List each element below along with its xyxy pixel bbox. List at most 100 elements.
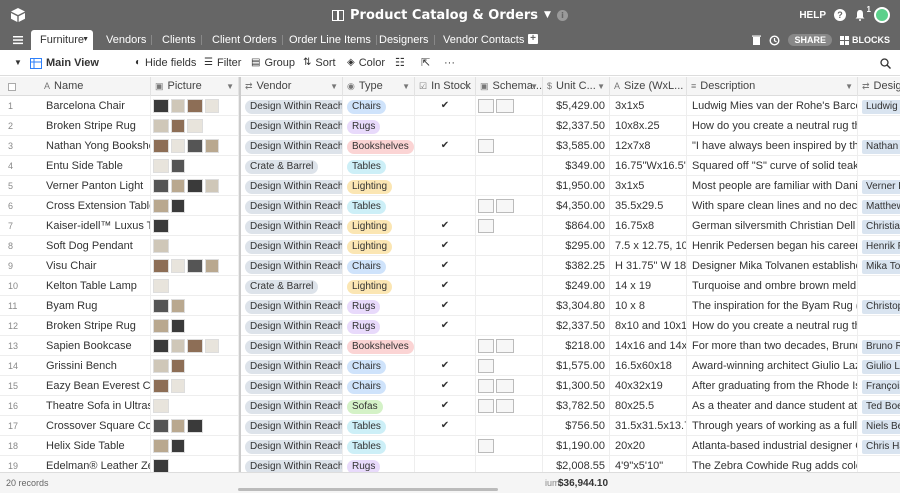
type-cell[interactable]: Lighting: [343, 216, 415, 236]
schematic-cell[interactable]: [476, 336, 543, 356]
schematic-cell[interactable]: [476, 136, 543, 156]
vendor-link[interactable]: Design Within Reach: [245, 260, 342, 274]
tab-designers[interactable]: Designers: [379, 30, 435, 50]
hide-fields-button[interactable]: ◐ Hide fields: [135, 50, 196, 76]
vendor-cell[interactable]: Design Within Reach: [241, 216, 343, 236]
designer-link[interactable]: Mika Tolva: [862, 260, 900, 274]
size-cell[interactable]: 31.5x31.5x13.75: [610, 416, 687, 436]
schematic-cell[interactable]: [476, 456, 543, 476]
picture-thumbnail[interactable]: [171, 259, 185, 273]
unit-cost-cell[interactable]: $2,337.50: [543, 116, 610, 136]
vendor-link[interactable]: Design Within Reach: [245, 440, 342, 454]
designer-link[interactable]: Chris Har: [862, 440, 900, 454]
picture-thumbnail[interactable]: [171, 119, 185, 133]
name-cell[interactable]: Eazy Bean Everest Chair: [40, 376, 151, 396]
vendor-cell[interactable]: Design Within Reach: [241, 296, 343, 316]
unit-cost-cell[interactable]: $349.00: [543, 156, 610, 176]
in-stock-cell[interactable]: ✔: [415, 216, 476, 236]
schematic-cell[interactable]: [476, 356, 543, 376]
designer-cell[interactable]: Bruno Rai: [858, 336, 900, 356]
in-stock-cell[interactable]: ✔: [415, 396, 476, 416]
picture-thumbnail[interactable]: [171, 319, 185, 333]
column-header-designer[interactable]: ⇄Design: [858, 77, 900, 96]
chevron-down-icon[interactable]: ▼: [845, 82, 853, 91]
type-cell[interactable]: Tables: [343, 416, 415, 436]
name-cell[interactable]: Edelman® Leather Zebra ...: [40, 456, 151, 476]
schematic-thumbnail[interactable]: [496, 379, 514, 393]
schematic-thumbnail[interactable]: [496, 99, 514, 113]
description-cell[interactable]: Squared off "S" curve of solid teak in a…: [687, 156, 858, 176]
designer-link[interactable]: Christoph: [862, 300, 900, 314]
table-row[interactable]: 17 Crossover Square Coffee ... Design With…: [0, 416, 900, 436]
picture-thumbnail[interactable]: [187, 179, 203, 193]
designer-link[interactable]: Bruno Rai: [862, 340, 900, 354]
picture-thumbnail[interactable]: [153, 399, 169, 413]
picture-thumbnail[interactable]: [153, 119, 169, 133]
schematic-thumbnail[interactable]: [478, 439, 494, 453]
designer-link[interactable]: Verner Pa: [862, 180, 900, 194]
description-cell[interactable]: How do you create a neutral rug that als…: [687, 316, 858, 336]
designer-cell[interactable]: Nathan Yo: [858, 136, 900, 156]
picture-thumbnail[interactable]: [171, 159, 185, 173]
size-cell[interactable]: 3x1x5: [610, 96, 687, 116]
picture-thumbnail[interactable]: [171, 179, 185, 193]
unit-cost-cell[interactable]: $1,575.00: [543, 356, 610, 376]
view-selector[interactable]: Main View: [30, 50, 99, 76]
unit-cost-cell[interactable]: $1,950.00: [543, 176, 610, 196]
frozen-column-divider[interactable]: [239, 77, 241, 493]
vendor-cell[interactable]: Design Within Reach: [241, 416, 343, 436]
schematic-thumbnail[interactable]: [478, 139, 494, 153]
name-cell[interactable]: Crossover Square Coffee ...: [40, 416, 151, 436]
picture-cell[interactable]: [151, 336, 239, 356]
designer-cell[interactable]: Christoph: [858, 296, 900, 316]
designer-link[interactable]: Christian: [862, 220, 900, 234]
name-cell[interactable]: Verner Panton Light: [40, 176, 151, 196]
table-row[interactable]: 5 Verner Panton Light Design Within Reach L…: [0, 176, 900, 196]
unit-cost-cell[interactable]: $756.50: [543, 416, 610, 436]
picture-thumbnail[interactable]: [187, 99, 203, 113]
column-header-vendor[interactable]: ⇄ Vendor ▼: [241, 77, 343, 96]
vendor-link[interactable]: Crate & Barrel: [245, 160, 319, 174]
schematic-cell[interactable]: [476, 436, 543, 456]
schematic-cell[interactable]: [476, 96, 543, 116]
picture-thumbnail[interactable]: [187, 259, 203, 273]
blocks-button[interactable]: BLOCKS: [840, 35, 890, 45]
name-cell[interactable]: Barcelona Chair: [40, 96, 151, 116]
hamburger-menu-icon[interactable]: [13, 35, 23, 45]
picture-cell[interactable]: [151, 176, 239, 196]
vendor-cell[interactable]: Design Within Reach: [241, 196, 343, 216]
size-cell[interactable]: 10 x 8: [610, 296, 687, 316]
color-button[interactable]: ◈ Color: [347, 50, 385, 76]
picture-cell[interactable]: [151, 116, 239, 136]
designer-link[interactable]: Niels Ben: [862, 420, 900, 434]
type-cell[interactable]: Lighting: [343, 236, 415, 256]
schematic-cell[interactable]: [476, 276, 543, 296]
type-cell[interactable]: Lighting: [343, 276, 415, 296]
sort-button[interactable]: ⇅ Sort: [303, 50, 336, 76]
name-cell[interactable]: Sapien Bookcase: [40, 336, 151, 356]
base-title[interactable]: Product Catalog & Orders ▼ i: [0, 0, 900, 30]
size-cell[interactable]: 16.75x8: [610, 216, 687, 236]
vendor-cell[interactable]: Design Within Reach: [241, 356, 343, 376]
table-row[interactable]: 7 Kaiser-idell™ Luxus Tabl... Design Withi…: [0, 216, 900, 236]
picture-cell[interactable]: [151, 296, 239, 316]
picture-thumbnail[interactable]: [187, 139, 203, 153]
chevron-down-icon[interactable]: ▼: [226, 82, 234, 91]
type-cell[interactable]: Chairs: [343, 96, 415, 116]
schematic-thumbnail[interactable]: [496, 199, 514, 213]
description-cell[interactable]: How do you create a neutral rug that als…: [687, 116, 858, 136]
size-cell[interactable]: 14x16 and 14x7...: [610, 336, 687, 356]
unit-cost-cell[interactable]: $218.00: [543, 336, 610, 356]
picture-thumbnail[interactable]: [153, 319, 169, 333]
name-cell[interactable]: Kelton Table Lamp: [40, 276, 151, 296]
table-row[interactable]: 11 Byam Rug Design Within Reach Rugs ✔ $3,304…: [0, 296, 900, 316]
name-cell[interactable]: Entu Side Table: [40, 156, 151, 176]
picture-cell[interactable]: [151, 156, 239, 176]
type-cell[interactable]: Rugs: [343, 296, 415, 316]
vendor-link[interactable]: Design Within Reach: [245, 220, 342, 234]
tab-menu-chevron-icon[interactable]: ▼: [82, 36, 89, 43]
description-cell[interactable]: Atlanta-based industrial designer Chris …: [687, 436, 858, 456]
type-cell[interactable]: Rugs: [343, 116, 415, 136]
picture-cell[interactable]: [151, 236, 239, 256]
schematic-cell[interactable]: [476, 196, 543, 216]
